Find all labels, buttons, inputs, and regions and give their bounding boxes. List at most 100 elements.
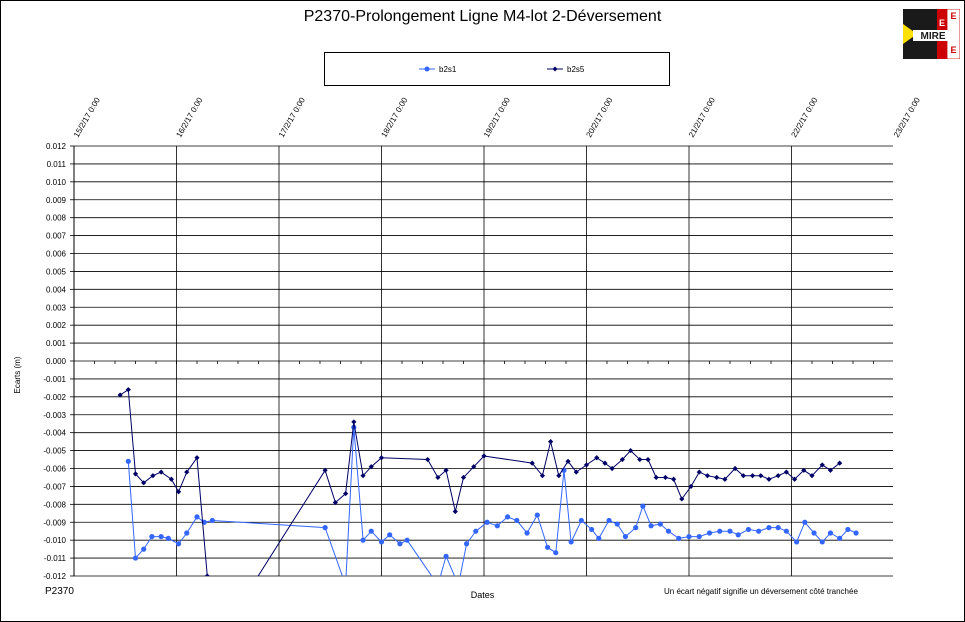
x-tick-label: 17/2/17 0:00 [277,95,307,139]
data-point-b2s5 [238,600,243,605]
legend-item-b2s1: b2s1 [419,65,457,74]
data-point-b2s5 [583,462,590,468]
y-tick-label: 0.009 [46,196,67,205]
data-point-b2s5 [158,469,164,475]
data-point-b2s1 [360,537,366,543]
x-tick-label: 18/2/17 0:00 [379,95,409,139]
y-tick-label: -0.007 [43,482,66,491]
data-point-b2s5 [452,508,458,515]
data-point-b2s5 [332,499,338,506]
data-point-b2s5 [378,455,385,461]
y-tick-label: -0.004 [43,429,66,438]
y-tick-label: 0.003 [46,303,67,312]
data-point-b2s5 [809,473,815,479]
data-point-b2s1 [648,523,654,529]
data-point-b2s5 [322,467,328,473]
data-point-b2s5 [117,392,123,398]
data-point-b2s1 [735,532,741,538]
data-point-b2s5 [360,473,366,479]
data-point-b2s5 [435,474,441,481]
data-point-b2s1 [589,526,595,533]
data-point-b2s1 [404,537,410,543]
x-tick-label: 15/2/17 0:00 [72,95,102,139]
y-tick-label: -0.005 [43,447,66,456]
legend-item-b2s5: b2s5 [547,65,585,74]
x-tick-label: 21/2/17 0:00 [687,95,717,139]
data-point-b2s5 [175,489,182,495]
data-point-b2s1 [756,528,762,534]
y-axis-label: Ecarts (m) [13,356,22,393]
y-tick-label: 0.011 [47,160,67,169]
data-point-b2s1 [783,528,789,534]
data-point-b2s1 [456,582,461,587]
data-point-b2s1 [845,526,851,533]
data-point-b2s5 [184,469,190,475]
data-point-b2s5 [801,467,807,473]
data-point-b2s1 [853,530,859,536]
data-point-b2s5 [539,473,546,479]
y-tick-label: -0.006 [43,465,66,474]
y-tick-label: 0.008 [46,214,67,223]
data-point-b2s5 [481,453,487,459]
data-point-b2s5 [837,460,843,466]
data-point-b2s1 [766,525,772,531]
data-point-b2s1 [622,533,629,540]
x-tick-label: 16/2/17 0:00 [174,95,204,139]
data-point-b2s1 [775,525,781,531]
x-tick-label: 22/2/17 0:00 [789,95,819,139]
x-tick-label: 20/2/17 0:00 [584,95,614,139]
data-point-b2s1 [606,517,612,524]
data-point-b2s1 [657,521,663,527]
data-point-b2s1 [175,541,182,547]
data-point-b2s5 [671,476,677,482]
data-point-b2s1 [397,541,403,547]
data-point-b2s5 [627,447,634,454]
data-point-b2s1 [568,539,574,545]
data-point-b2s5 [368,464,374,470]
data-point-b2s1 [665,528,672,534]
y-tick-label: -0.012 [43,572,66,581]
series-line-b2s5 [119,388,841,576]
y-tick-label: 0.005 [46,267,67,276]
data-point-b2s5 [653,474,659,481]
y-tick-label: 0.007 [46,232,67,241]
data-point-b2s1 [596,535,602,541]
x-axis-label: Dates [470,590,495,600]
svg-text:MIRE: MIRE [921,31,946,42]
y-tick-label: 0.001 [46,339,67,348]
data-point-b2s5 [662,474,669,481]
data-point-b2s5 [204,573,210,576]
data-point-b2s5 [827,467,834,473]
data-point-b2s5 [351,419,357,425]
y-tick-label: 0.002 [46,321,67,330]
data-point-b2s5 [791,476,798,482]
data-point-b2s1 [802,519,808,525]
data-point-b2s1 [435,582,440,587]
svg-text:b2s1: b2s1 [439,65,457,74]
data-point-b2s5 [619,456,625,463]
data-point-b2s1 [141,546,147,552]
data-point-b2s5 [732,465,738,472]
data-point-b2s5 [548,439,554,445]
data-point-b2s1 [165,535,171,541]
data-point-b2s5 [150,473,156,479]
data-point-b2s1 [473,528,479,534]
data-point-b2s5 [645,456,651,463]
data-point-b2s1 [686,533,692,540]
data-point-b2s1 [727,528,733,534]
data-point-b2s5 [714,474,720,481]
data-point-b2s5 [594,455,600,461]
data-point-b2s1 [132,555,139,561]
data-point-b2s5 [775,473,781,479]
data-point-b2s5 [679,496,685,502]
x-tick-label: 23/2/17 0:00 [892,95,922,139]
data-point-b2s5 [425,456,431,463]
data-point-b2s5 [637,456,643,463]
data-point-b2s1 [544,544,551,550]
data-point-b2s1 [322,525,328,531]
data-point-b2s1 [706,530,713,536]
svg-text:E: E [939,18,945,28]
y-tick-label: -0.011 [44,554,67,563]
data-point-b2s1 [717,528,723,534]
